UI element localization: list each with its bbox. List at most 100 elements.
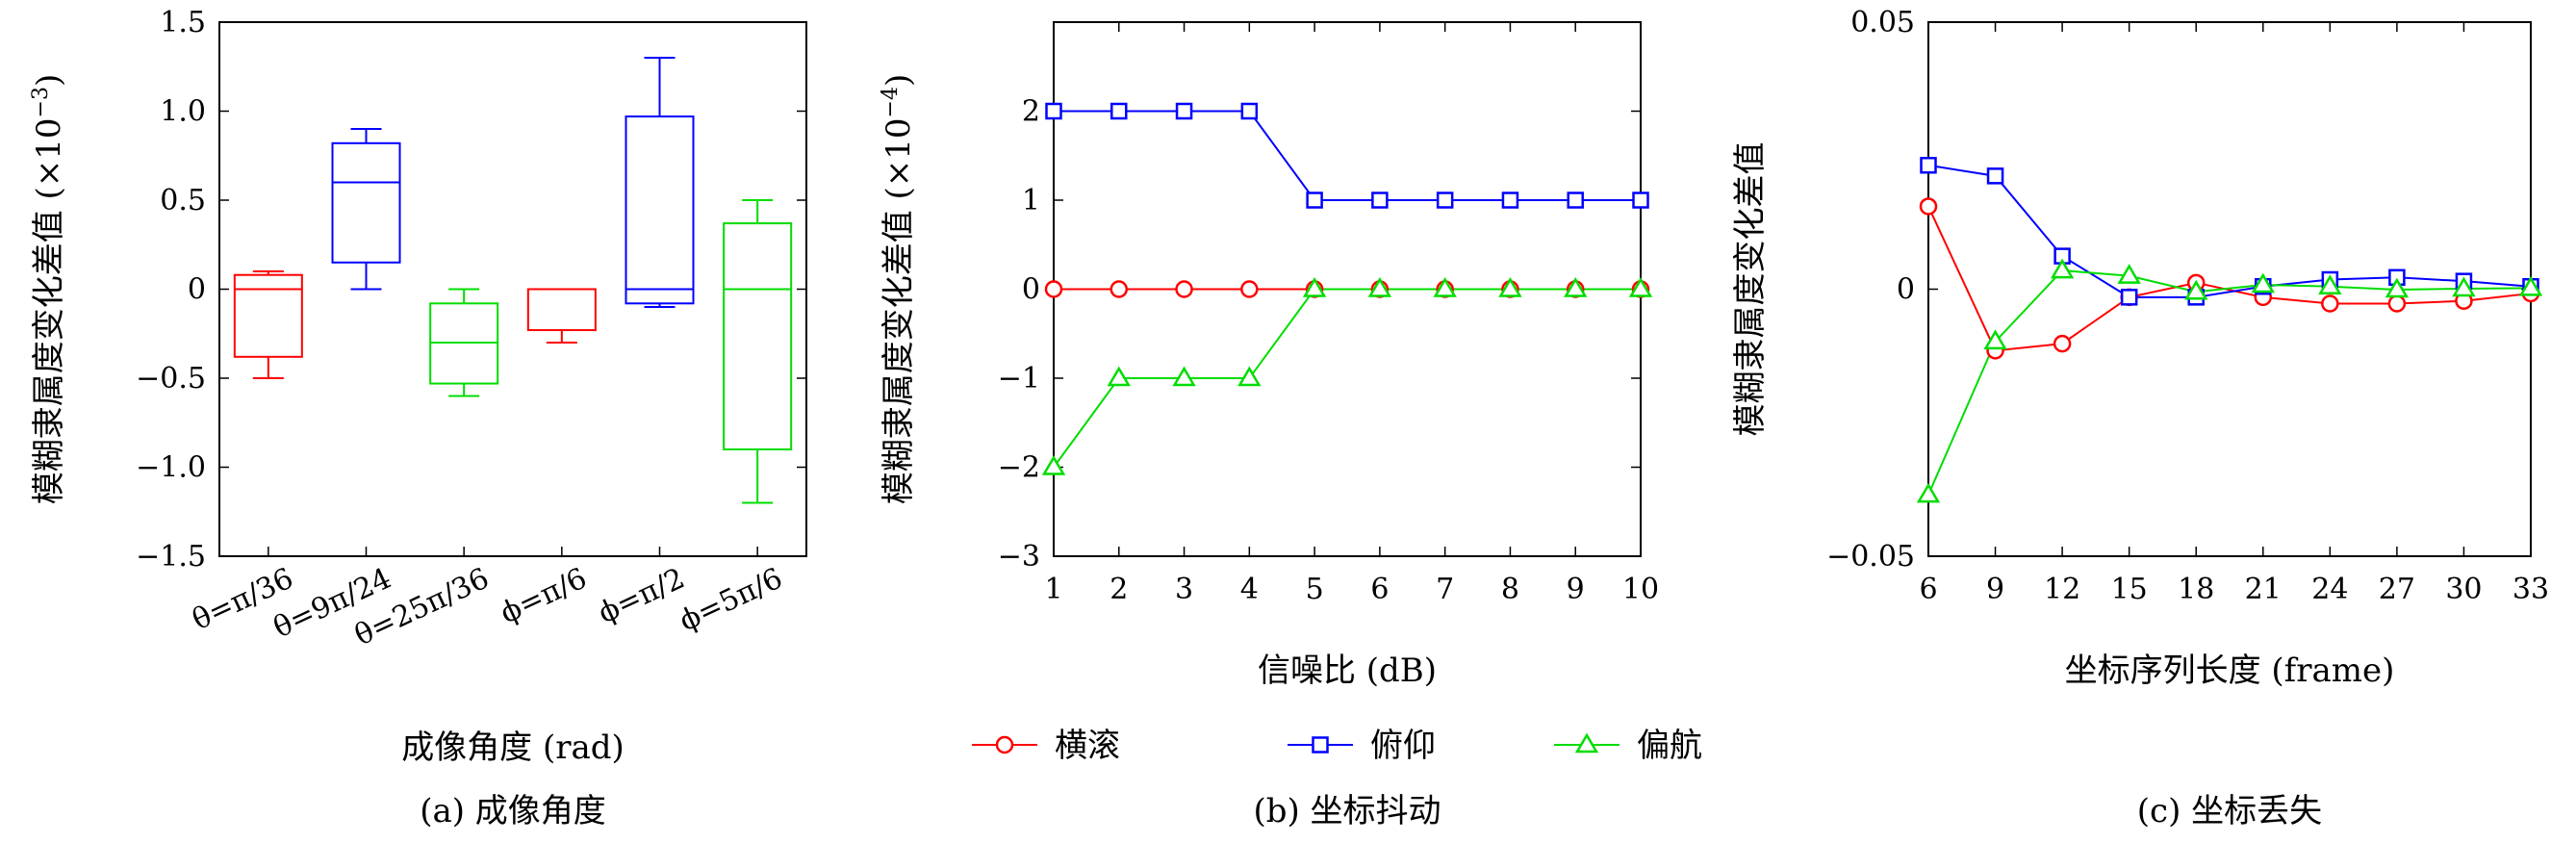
data-point — [1564, 277, 1588, 297]
x-axis-label: 成像角度 (rad) — [401, 728, 625, 767]
x-tick-label: 9 — [1986, 573, 2004, 606]
x-tick-label: 10 — [1622, 573, 1659, 606]
data-point — [1920, 156, 1937, 174]
panel-caption: (a) 成像角度 — [420, 792, 606, 830]
data-point — [1371, 192, 1389, 209]
box-iqr — [526, 288, 597, 332]
data-point — [2385, 277, 2410, 298]
data-point — [1175, 280, 1193, 298]
y-tick-label: −3 — [998, 540, 1040, 574]
y-tick-label: 0.5 — [160, 184, 206, 217]
y-axis-label: 模糊隶属度变化差值 (×10−4) — [879, 74, 918, 505]
x-tick-label: 18 — [2178, 573, 2214, 606]
legend-marker — [995, 735, 1014, 754]
data-point — [1433, 277, 1457, 297]
x-tick-label: 1 — [1044, 573, 1062, 606]
plot-frame — [218, 21, 807, 557]
data-point — [2184, 279, 2208, 300]
data-point — [2117, 264, 2141, 284]
x-tick-label: 24 — [2311, 573, 2348, 606]
x-tick-label: 5 — [1306, 573, 1324, 606]
y-tick-label: 1 — [1022, 184, 1040, 217]
data-point — [1044, 280, 1063, 298]
legend-label: 偏航 — [1637, 727, 1702, 765]
data-point — [2053, 334, 2072, 353]
data-point — [2321, 294, 2339, 313]
data-point — [2318, 274, 2342, 294]
data-point — [1045, 102, 1062, 120]
box-iqr — [723, 222, 793, 450]
x-tick-label: ϕ=5π/6 — [675, 562, 788, 639]
series-line — [1054, 110, 1641, 201]
data-point — [1237, 366, 1262, 387]
legend-marker — [1574, 732, 1599, 754]
x-tick-label: ϕ=π/6 — [496, 562, 592, 631]
x-tick-label: 4 — [1240, 573, 1259, 606]
data-point — [1986, 167, 2004, 185]
data-point — [1240, 280, 1259, 298]
data-point — [1175, 102, 1193, 120]
series-line — [1927, 164, 2532, 298]
data-point — [1240, 102, 1259, 120]
data-point — [1498, 277, 1522, 297]
series-line — [1927, 206, 2532, 352]
data-point — [1302, 277, 1327, 297]
x-tick-label: 15 — [2111, 573, 2148, 606]
panel-caption: (c) 坐标丢失 — [2137, 792, 2322, 830]
x-tick-label: 6 — [1919, 573, 1937, 606]
y-tick-label: 0 — [1022, 273, 1040, 307]
x-tick-label: 8 — [1501, 573, 1519, 606]
legend: 横滚 俯仰 偏航 — [972, 727, 1702, 765]
series-line — [1053, 288, 1641, 469]
data-point — [1567, 192, 1584, 209]
x-tick-label: 2 — [1109, 573, 1128, 606]
x-tick-label: 3 — [1175, 573, 1193, 606]
x-tick-label: 21 — [2245, 573, 2282, 606]
box-iqr — [331, 141, 401, 264]
data-point — [2050, 258, 2075, 279]
y-tick-label: 0.05 — [1850, 6, 1915, 39]
data-point — [1983, 329, 2007, 350]
y-tick-label: −0.05 — [1826, 540, 1915, 574]
x-tick-label: 6 — [1370, 573, 1389, 606]
legend-label: 横滚 — [1055, 727, 1120, 765]
y-axis-label: 模糊隶属度变化差值 (×10−3) — [29, 74, 68, 505]
data-point — [1436, 192, 1454, 209]
panel-caption: (b) 坐标抖动 — [1253, 792, 1441, 830]
y-tick-label: 2 — [1022, 95, 1040, 129]
data-point — [1109, 280, 1129, 298]
panel-a: −1.5−1.0−0.500.51.01.5θ=π/36θ=9π/24θ=25π… — [29, 6, 807, 830]
y-tick-label: 1.0 — [160, 95, 206, 129]
y-tick-label: 1.5 — [160, 6, 206, 39]
data-point — [1919, 197, 1938, 216]
series-line — [1927, 269, 2532, 496]
y-tick-label: −2 — [998, 451, 1040, 485]
y-axis-label: 模糊隶属度变化差值 — [1731, 142, 1770, 437]
x-tick-label: 27 — [2379, 573, 2415, 606]
legend-label: 俯仰 — [1370, 727, 1436, 765]
y-tick-label: 0 — [188, 273, 206, 307]
x-axis-label: 信噪比 (dB) — [1258, 651, 1437, 690]
y-tick-label: −0.5 — [136, 362, 206, 396]
data-point — [1632, 192, 1649, 209]
data-point — [1628, 277, 1653, 297]
x-tick-label: 33 — [2512, 573, 2549, 606]
x-tick-label: 30 — [2445, 573, 2482, 606]
y-tick-label: −1.5 — [136, 540, 206, 574]
box-iqr — [625, 115, 695, 305]
data-point — [2120, 289, 2138, 306]
data-point — [2251, 272, 2275, 294]
panel-b: −3 −2 −1 0 1 2 1 2 3 4 5 6 7 8 9 10 模糊隶属度变化差值 (×10−4) 信噪比… — [879, 21, 1659, 830]
data-point — [1172, 366, 1196, 387]
data-point — [1916, 482, 1941, 503]
data-point — [1501, 192, 1519, 209]
data-point — [1110, 102, 1128, 120]
panel-c: −0.05 0 0.05 6 9 12 15 18 21 24 27 30 33 模糊隶属度变化差值坐标序… — [1731, 6, 2549, 830]
x-tick-label: 7 — [1436, 573, 1454, 606]
data-point — [1107, 366, 1131, 387]
data-point — [1367, 277, 1392, 297]
x-tick-label: 9 — [1567, 573, 1585, 606]
data-point — [2518, 275, 2543, 296]
box-iqr — [233, 273, 303, 358]
